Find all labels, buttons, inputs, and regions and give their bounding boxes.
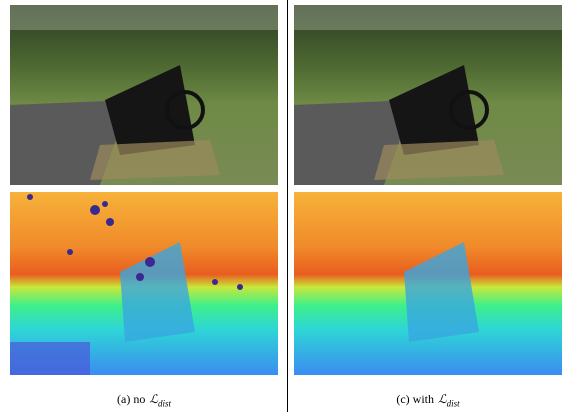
depth-image	[294, 192, 562, 375]
caption: (c) with ℒdist	[294, 392, 562, 408]
caption-subscript: dist	[447, 398, 460, 408]
caption-prefix: (c) with	[396, 392, 434, 406]
rgb-image	[294, 5, 562, 185]
caption: (a) no ℒdist	[10, 392, 278, 408]
divider	[287, 0, 288, 412]
figure: (a) noℒdist (c) withℒdist (() => { const…	[0, 0, 564, 415]
caption-symbol: ℒ	[149, 392, 158, 406]
caption-prefix: (a) no	[117, 392, 145, 406]
caption-subscript: dist	[158, 398, 171, 408]
rgb-image	[10, 5, 278, 185]
depth-image	[10, 192, 278, 375]
caption-symbol: ℒ	[438, 392, 447, 406]
